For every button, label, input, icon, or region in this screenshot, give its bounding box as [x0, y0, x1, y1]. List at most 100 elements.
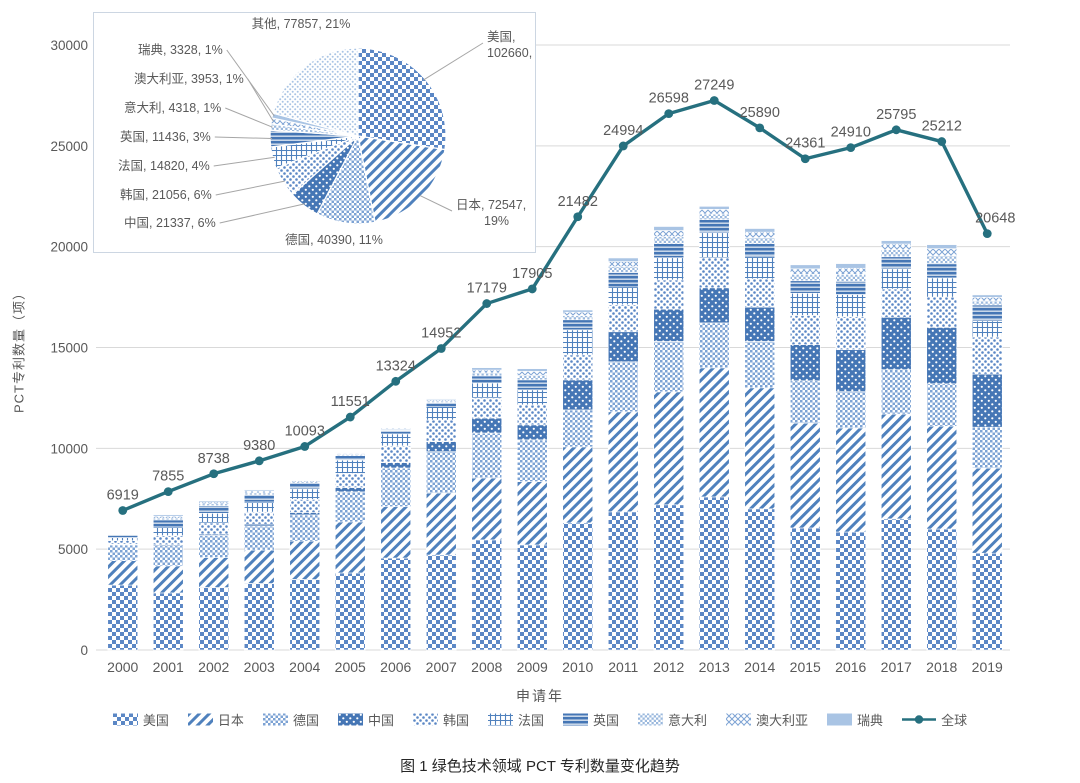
bar-segment [607, 266, 639, 273]
global-line-marker [846, 143, 856, 153]
x-axis-title: 申请年 [516, 688, 564, 704]
legend-item-fr: 法国 [487, 710, 544, 729]
pie-leader-line [226, 49, 275, 117]
bar-segment [653, 226, 685, 231]
bar-segment [971, 336, 1003, 375]
bar-segment [835, 316, 867, 351]
y-tick-label: 30000 [50, 38, 88, 53]
bar-segment [152, 565, 184, 594]
bar-segment [880, 240, 912, 245]
bar-segment [744, 237, 776, 244]
bar-segment [289, 540, 321, 580]
legend-swatch-global [902, 715, 937, 724]
bar-segment [289, 499, 321, 513]
bar-segment [698, 213, 730, 220]
bar-segment [698, 496, 730, 651]
bar-segment [289, 488, 321, 500]
global-line [121, 98, 989, 513]
global-value-label: 13324 [376, 358, 416, 374]
pie-leader-line [225, 107, 273, 128]
bar-segment [744, 341, 776, 389]
bar-segment [425, 419, 457, 442]
x-tick-label: 2008 [471, 659, 502, 675]
bar-segment [107, 544, 139, 561]
bar-segment [607, 286, 639, 306]
pie-leader-line [215, 180, 285, 196]
bar-segment [152, 545, 184, 567]
bar-segment [471, 397, 503, 419]
bar-segment [607, 304, 639, 333]
bar-segment [425, 398, 457, 401]
bar-segment [380, 429, 412, 435]
bar-segment [243, 492, 275, 496]
bar-segment [698, 209, 730, 215]
bar-segment [198, 512, 230, 524]
bar-segment [880, 369, 912, 415]
bar-segment [107, 560, 139, 586]
bar-segment [471, 382, 503, 399]
bar-segment [516, 368, 548, 372]
bar-segment [152, 592, 184, 651]
legend-swatch-us [112, 713, 138, 726]
bar-segment [971, 467, 1003, 554]
x-tick-label: 2009 [517, 659, 548, 675]
legend-label: 意大利 [668, 713, 708, 728]
inset-pie-panel: 美国, 102660, 27% 日本, 72547, 19% 德国, 40390, 11… [93, 12, 561, 253]
pie-label: 韩国, 21056, 6% [120, 187, 212, 202]
global-value-label: 17905 [512, 266, 552, 282]
global-line-marker [254, 456, 264, 466]
bar-segment [562, 354, 594, 381]
bar-segment [516, 424, 548, 441]
pie-label: 瑞典, 3328, 1% [138, 43, 223, 57]
bar-segment [380, 467, 412, 508]
bar-segment [243, 583, 275, 651]
bar-segment [107, 537, 139, 541]
global-value-label: 11551 [331, 394, 370, 410]
bar-segment [971, 426, 1003, 469]
bar-segment [562, 319, 594, 331]
bar-segment [380, 557, 412, 651]
bar-segment [471, 432, 503, 479]
bar-segment [243, 489, 275, 492]
bar-segment [880, 413, 912, 520]
bar-segment [198, 557, 230, 588]
bar-segment [926, 383, 958, 427]
bar-segment [243, 494, 275, 503]
bar-segment [198, 535, 230, 558]
bar-segment [880, 243, 912, 250]
global-line-marker [482, 299, 492, 308]
global-line-marker [436, 344, 446, 353]
bar-segment [380, 462, 412, 469]
x-tick-label: 2013 [699, 659, 730, 675]
bar-segment [789, 292, 821, 316]
bar-segment [653, 279, 685, 310]
bar-segment [880, 256, 912, 270]
bar-segment [516, 389, 548, 406]
bar-segment [198, 587, 230, 651]
x-tick-label: 2015 [790, 659, 821, 675]
legend-item-us: 美国 [112, 710, 169, 729]
bar-segment [107, 584, 139, 651]
y-tick-label: 10000 [50, 441, 88, 456]
bar-segment [471, 369, 503, 374]
bar-segment [107, 534, 139, 538]
bar-segment [744, 387, 776, 510]
bar-segment [198, 500, 230, 503]
x-tick-label: 2005 [335, 659, 366, 675]
pie-label: 日本, 72547, [456, 198, 526, 212]
bar-segment [243, 549, 275, 584]
bar-segment [471, 367, 503, 371]
global-value-label: 9380 [243, 438, 275, 454]
bar-segment [653, 236, 685, 244]
bar-segment [516, 544, 548, 651]
bar-segment [607, 411, 639, 513]
bar-segment [425, 402, 457, 407]
legend-item-se: 瑞典 [827, 710, 883, 729]
bar-segment [471, 375, 503, 384]
bar-segment [835, 263, 867, 269]
bar-segment [789, 264, 821, 270]
bar-segment [607, 261, 639, 267]
bar-segment [289, 482, 321, 490]
bar-segment [562, 446, 594, 524]
bar-segment [880, 249, 912, 258]
